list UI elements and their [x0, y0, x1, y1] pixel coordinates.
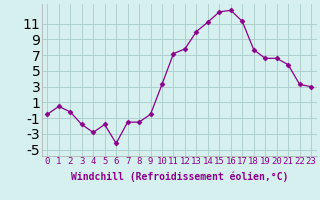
X-axis label: Windchill (Refroidissement éolien,°C): Windchill (Refroidissement éolien,°C): [70, 172, 288, 182]
